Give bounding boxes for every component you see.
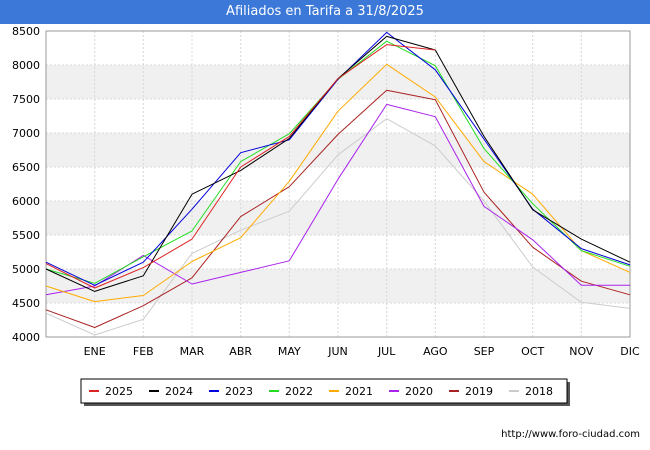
- chart-title: Afiliados en Tarifa a 31/8/2025: [0, 0, 650, 24]
- x-tick-label: DIC: [620, 345, 640, 358]
- x-tick-label: ENE: [84, 345, 106, 358]
- legend-label-2020: 2020: [405, 385, 433, 398]
- x-axis: ENE FEB MAR ABR MAY JUN JUL AGO SEP OCT NOV DIC: [84, 345, 640, 358]
- series-line-2019: [45, 89, 631, 328]
- series-line-2018: [45, 118, 631, 336]
- y-tick-label: 8000: [12, 59, 40, 72]
- plot-band: [46, 133, 630, 167]
- series-line-2021: [45, 63, 631, 303]
- x-tick-label: NOV: [569, 345, 594, 358]
- legend-label-2025: 2025: [105, 385, 133, 398]
- x-tick-label: OCT: [521, 345, 544, 358]
- x-tick-label: JUN: [327, 345, 348, 358]
- x-tick-label: AGO: [423, 345, 448, 358]
- grid-lines: [45, 30, 631, 338]
- legend-label-2019: 2019: [465, 385, 493, 398]
- plot-frame: [45, 30, 631, 338]
- x-tick-label: SEP: [474, 345, 495, 358]
- plot-bands: [46, 65, 630, 303]
- legend-box: [80, 378, 568, 404]
- plot-band: [46, 201, 630, 235]
- y-tick-label: 5500: [12, 229, 40, 242]
- series-line-2020: [45, 103, 630, 296]
- legend-label-2024: 2024: [165, 385, 193, 398]
- y-tick-label: 8500: [12, 25, 40, 38]
- x-tick-label: FEB: [133, 345, 154, 358]
- x-tick-label: MAY: [278, 345, 301, 358]
- plot-band: [46, 269, 630, 303]
- legend-label-2022: 2022: [285, 385, 313, 398]
- x-tick-label: ABR: [229, 345, 252, 358]
- y-tick-label: 6000: [12, 195, 40, 208]
- y-tick-label: 6500: [12, 161, 40, 174]
- plot-band: [46, 65, 630, 99]
- legend: 2025 2024 2023 2022 2021 2020 2019 2018: [80, 378, 570, 406]
- x-tick-label: JUL: [377, 345, 396, 358]
- x-tick-label: MAR: [180, 345, 205, 358]
- legend-label-2021: 2021: [345, 385, 373, 398]
- y-axis: 4000 4500 5000 5500 6000 6500 7000 7500 8000 8500: [12, 25, 40, 344]
- series-lines: [45, 31, 631, 336]
- y-tick-label: 7000: [12, 127, 40, 140]
- legend-label-2023: 2023: [225, 385, 253, 398]
- y-tick-label: 7500: [12, 93, 40, 106]
- series-line-2025: [45, 44, 436, 289]
- y-tick-label: 4000: [12, 331, 40, 344]
- footer-url: http://www.foro-ciudad.com: [501, 429, 640, 440]
- legend-label-2018: 2018: [525, 385, 553, 398]
- y-tick-label: 5000: [12, 263, 40, 276]
- y-tick-label: 4500: [12, 297, 40, 310]
